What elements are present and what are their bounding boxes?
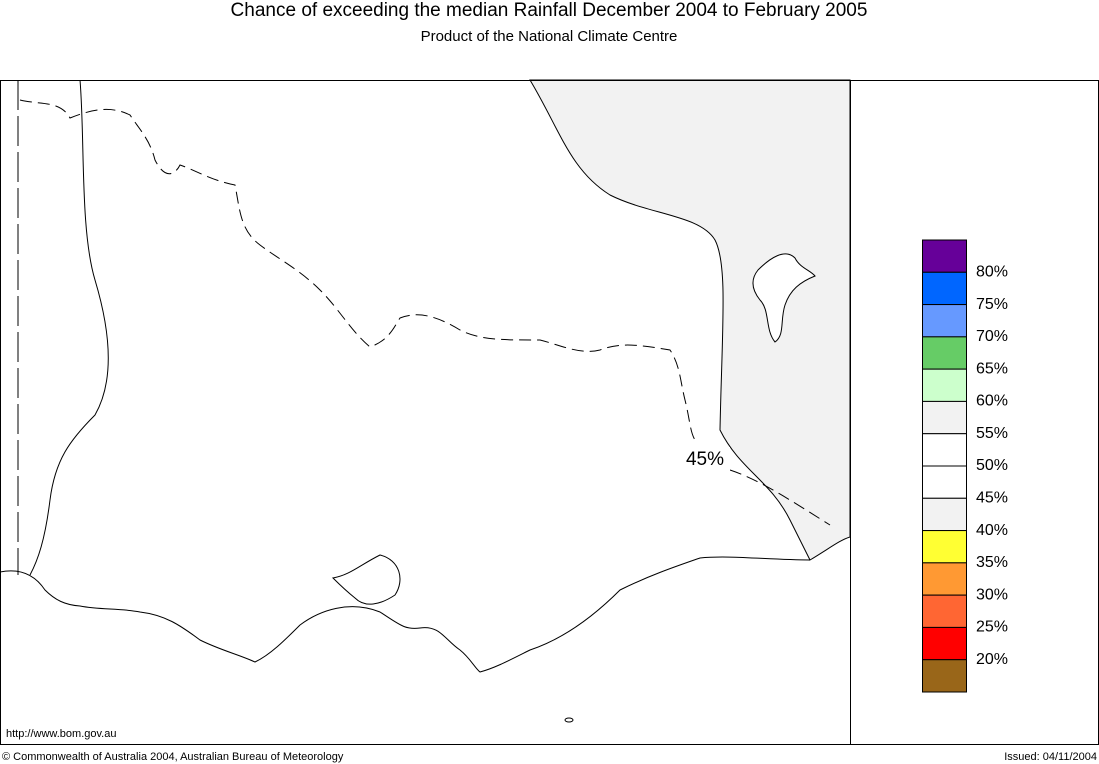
legend-swatch xyxy=(922,433,967,467)
contour-label-bg xyxy=(680,447,730,471)
legend-swatch xyxy=(922,530,967,564)
issued: Issued: 04/11/2004 xyxy=(1004,751,1097,763)
legend-swatch xyxy=(922,626,967,661)
url: http://www.bom.gov.au xyxy=(6,728,116,740)
shaded-region xyxy=(529,79,851,561)
legend-swatch xyxy=(922,239,967,273)
legend-label: 45% xyxy=(976,490,1008,507)
legend-label: 35% xyxy=(976,554,1008,571)
title: Chance of exceeding the median Rainfall … xyxy=(231,0,868,21)
legend-swatch xyxy=(922,659,967,693)
legend-swatch xyxy=(922,336,967,370)
legend-label: 40% xyxy=(976,522,1008,539)
legend-swatch xyxy=(922,562,967,596)
legend-swatch xyxy=(922,271,967,306)
legend-label: 20% xyxy=(976,651,1008,668)
copyright: © Commonwealth of Australia 2004, Austra… xyxy=(2,751,344,763)
legend-frame xyxy=(850,80,1099,745)
island-small xyxy=(564,717,574,723)
legend-label: 60% xyxy=(976,393,1008,410)
subtitle: Product of the National Climate Centre xyxy=(421,28,678,45)
legend-label: 80% xyxy=(976,264,1008,281)
legend-swatch xyxy=(922,400,967,435)
state-border xyxy=(19,99,831,526)
legend-label: 55% xyxy=(976,425,1008,442)
legend-swatch xyxy=(922,465,967,499)
legend-label: 65% xyxy=(976,360,1008,377)
map: 45% http://www.bom.gov.au xyxy=(0,79,851,740)
legend-label: 50% xyxy=(976,457,1008,474)
bay xyxy=(331,554,401,605)
legend: 80% 75% 70% 65% 60% 55% 50% 45% 40% 35% 30% 25% 20% xyxy=(922,239,1008,693)
legend-swatch xyxy=(922,304,967,338)
border xyxy=(29,79,109,576)
island xyxy=(752,253,816,343)
legend-swatch xyxy=(922,368,967,402)
legend-label: 75% xyxy=(976,296,1008,313)
legend-label: 70% xyxy=(976,328,1008,345)
legend-swatch xyxy=(922,497,967,532)
legend-label: 25% xyxy=(976,619,1008,636)
coastline xyxy=(0,556,811,673)
legend-label: 30% xyxy=(976,586,1008,603)
contour-label: 45% xyxy=(686,449,724,470)
legend-swatch xyxy=(922,594,967,628)
